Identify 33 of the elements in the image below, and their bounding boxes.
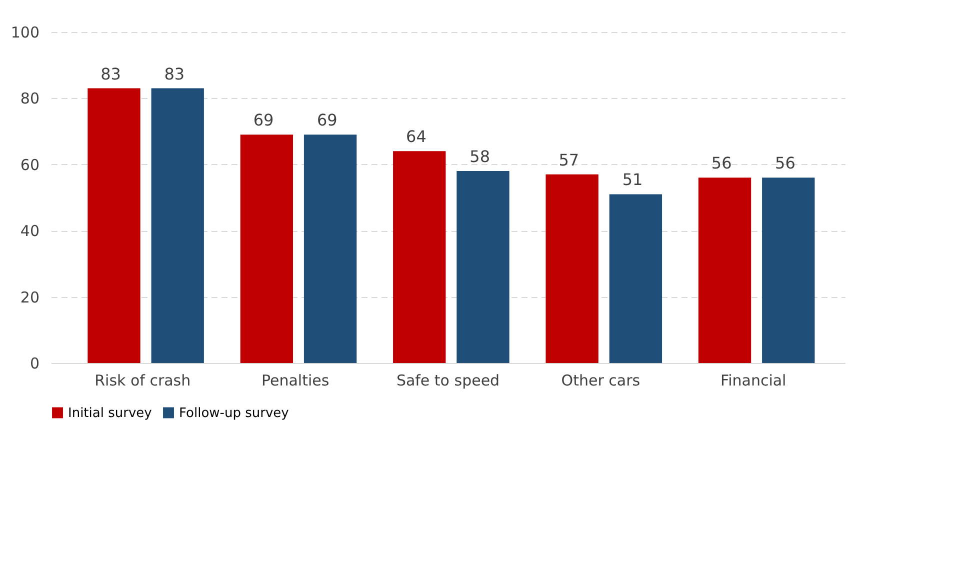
- x-tick-label: Other cars: [561, 372, 640, 390]
- x-tick-label: Safe to speed: [396, 372, 500, 390]
- data-label: 56: [711, 154, 732, 173]
- bar: [393, 151, 446, 363]
- y-tick-label: 100: [10, 24, 40, 42]
- data-label: 57: [558, 150, 580, 170]
- data-label: 69: [253, 110, 274, 130]
- data-label: 83: [164, 64, 185, 84]
- data-label: 56: [775, 154, 796, 173]
- y-tick-label: 60: [20, 156, 40, 174]
- bar: [609, 194, 662, 363]
- bar: [151, 88, 204, 363]
- x-tick-label: Penalties: [261, 372, 330, 390]
- data-label: 51: [622, 170, 643, 190]
- bar: [304, 134, 357, 363]
- data-label: 58: [470, 147, 490, 166]
- y-tick-label: 0: [30, 354, 40, 372]
- x-tick-label: Financial: [720, 372, 786, 390]
- bar: [546, 174, 598, 363]
- legend-label: Follow-up survey: [179, 406, 290, 421]
- legend-label: Initial survey: [68, 406, 152, 421]
- y-tick-label: 40: [20, 222, 40, 240]
- bar: [456, 171, 510, 363]
- data-label: 64: [406, 127, 426, 146]
- bar: [698, 178, 752, 363]
- bar: [240, 134, 294, 363]
- y-tick-label: 80: [20, 90, 40, 108]
- data-label: 83: [100, 64, 121, 84]
- y-tick-label: 20: [20, 288, 40, 306]
- x-tick-label: Risk of crash: [94, 372, 191, 390]
- bar: [88, 88, 140, 363]
- bar: [762, 178, 815, 363]
- data-label: 69: [316, 110, 338, 130]
